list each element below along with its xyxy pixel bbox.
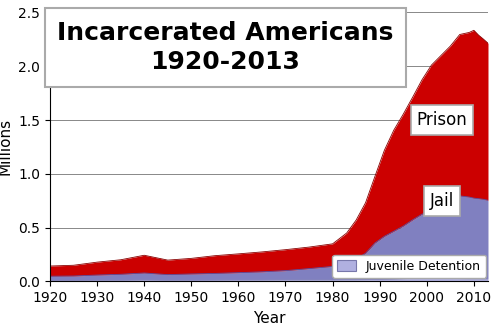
X-axis label: Year: Year [252, 311, 285, 326]
Legend: Juvenile Detention: Juvenile Detention [332, 255, 486, 278]
Text: Jail: Jail [430, 192, 454, 210]
Y-axis label: Millions: Millions [0, 118, 12, 176]
Text: Prison: Prison [416, 111, 468, 129]
Text: Incarcerated Americans
1920-2013: Incarcerated Americans 1920-2013 [57, 20, 394, 74]
